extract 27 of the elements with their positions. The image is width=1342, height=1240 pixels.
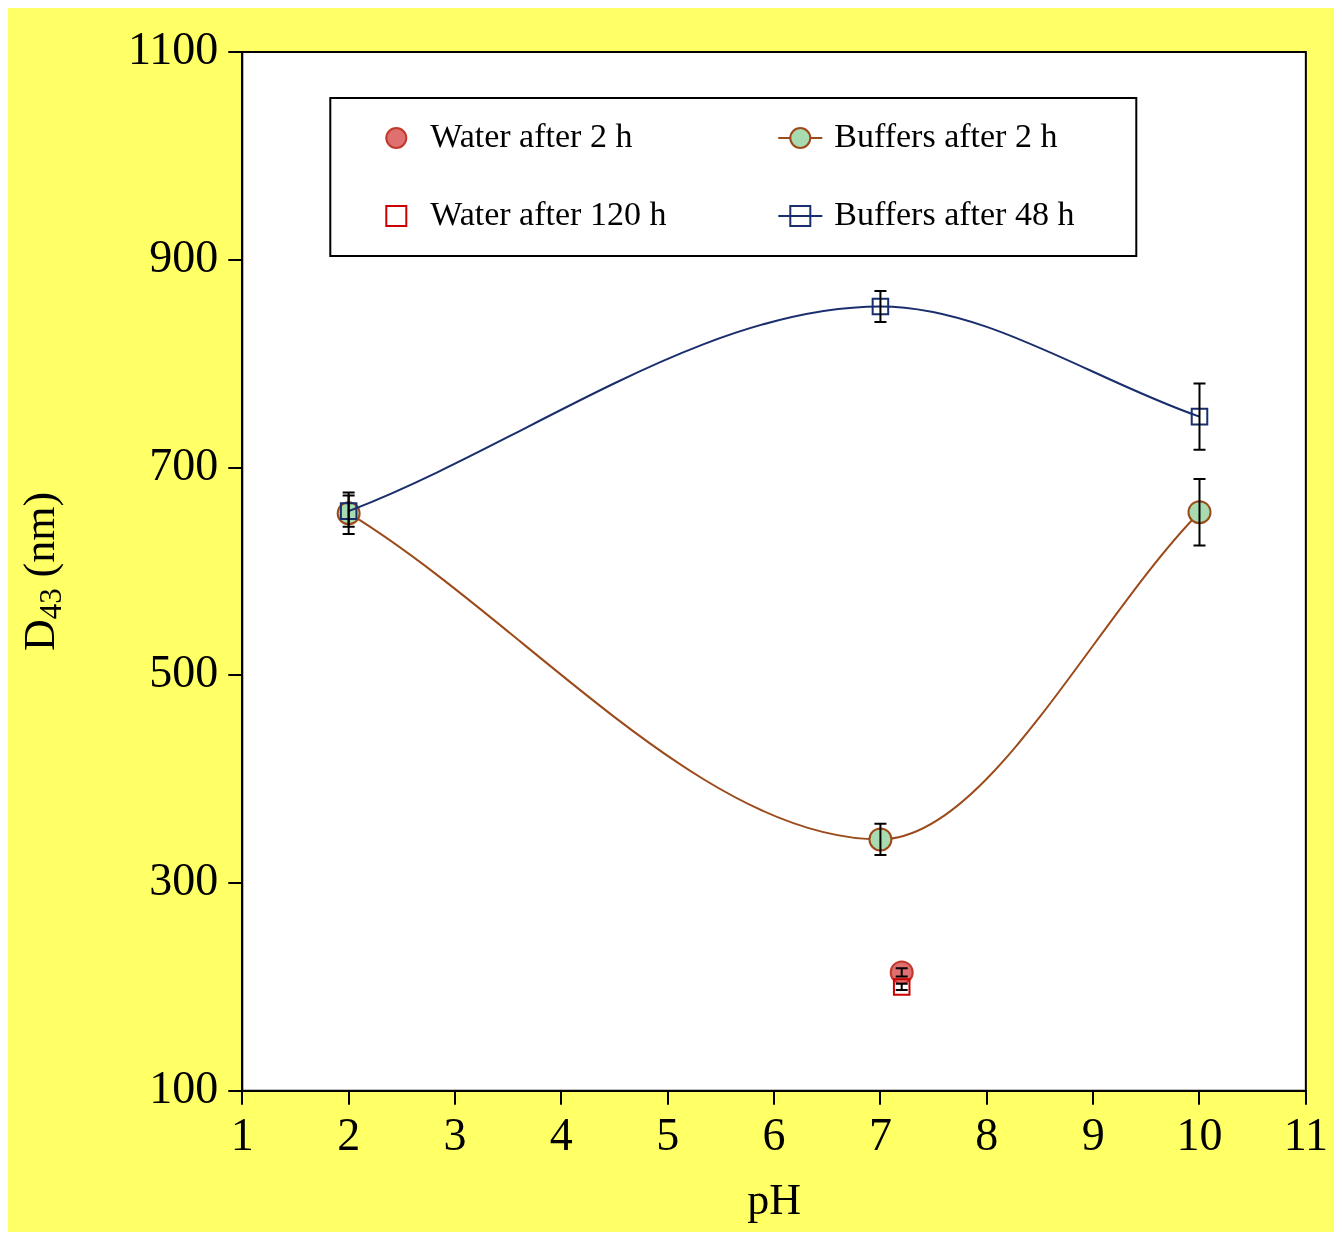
legend-label: Buffers after 2 h <box>834 116 1058 154</box>
x-tick-label: 10 <box>1176 1109 1223 1161</box>
x-tick-label: 8 <box>975 1109 999 1161</box>
y-tick-label: 900 <box>149 230 219 282</box>
x-tick-label: 7 <box>868 1109 892 1161</box>
point <box>871 297 890 316</box>
x-tick-label: 9 <box>1081 1109 1105 1161</box>
y-tick-label: 100 <box>149 1061 219 1113</box>
y-tick-label: 1100 <box>128 23 219 75</box>
legend-label: Buffers after 48 h <box>834 194 1075 232</box>
x-tick-label: 5 <box>656 1109 680 1161</box>
x-tick-label: 3 <box>443 1109 467 1161</box>
point <box>889 960 914 985</box>
x-axis-title: pH <box>747 1175 801 1225</box>
x-tick-label: 11 <box>1283 1109 1328 1161</box>
x-tick-label: 2 <box>337 1109 361 1161</box>
point <box>892 978 911 996</box>
legend-label: Water after 120 h <box>430 194 667 232</box>
y-tick-label: 500 <box>149 646 219 698</box>
x-tick-label: 4 <box>549 1109 573 1161</box>
x-tick-label: 6 <box>762 1109 786 1161</box>
point <box>1190 407 1209 426</box>
y-axis-title: D43 (nm) <box>14 491 69 651</box>
x-tick-label: 1 <box>230 1109 254 1161</box>
legend-label: Water after 2 h <box>430 116 633 154</box>
y-tick-label: 300 <box>149 854 219 906</box>
y-tick-label: 700 <box>149 438 219 490</box>
